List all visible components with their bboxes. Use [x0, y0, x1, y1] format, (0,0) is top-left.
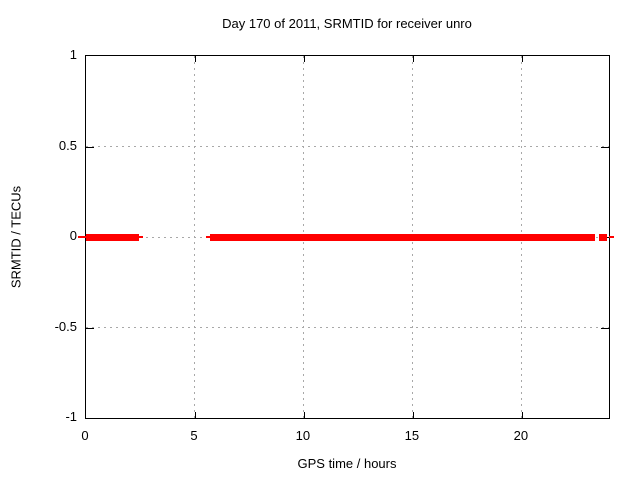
x-tick: [194, 56, 196, 62]
data-segment: [86, 234, 140, 241]
y-tick-label: 0.5: [58, 137, 77, 153]
y-tick-label: 1: [69, 47, 77, 62]
x-tick: [521, 412, 523, 418]
x-tick: [303, 56, 305, 62]
data-segment-thin: [77, 236, 86, 238]
x-tick: [521, 56, 523, 62]
y-tick-label: 0: [69, 228, 77, 243]
x-axis-label: GPS time / hours: [297, 456, 397, 471]
y-tick: [601, 146, 609, 148]
y-tick: [86, 146, 94, 148]
x-tick-label: 0: [81, 428, 89, 443]
y-axis-label: SRMTID / TECUs: [8, 185, 24, 289]
data-segment-thin: [139, 236, 143, 238]
x-tick: [194, 412, 196, 418]
x-tick-label: 10: [295, 428, 311, 443]
y-tick-label: -1: [65, 409, 77, 424]
data-segment: [210, 234, 595, 241]
data-segment: [599, 234, 607, 241]
grid-line-horizontal: [86, 146, 609, 147]
data-segment-thin: [205, 236, 211, 238]
y-tick-label: -0.5: [54, 318, 77, 334]
y-tick: [86, 327, 94, 329]
data-segment-thin: [609, 236, 615, 238]
x-tick-label: 20: [513, 428, 529, 443]
y-tick: [601, 327, 609, 329]
x-tick-label: 15: [404, 428, 420, 443]
x-tick: [412, 412, 414, 418]
plot-area: [77, 55, 615, 419]
x-tick-label: 5: [190, 428, 198, 443]
chart-title: Day 170 of 2011, SRMTID for receiver unr…: [222, 16, 472, 31]
grid-line-horizontal: [86, 327, 609, 328]
x-tick: [412, 56, 414, 62]
x-tick: [303, 412, 305, 418]
